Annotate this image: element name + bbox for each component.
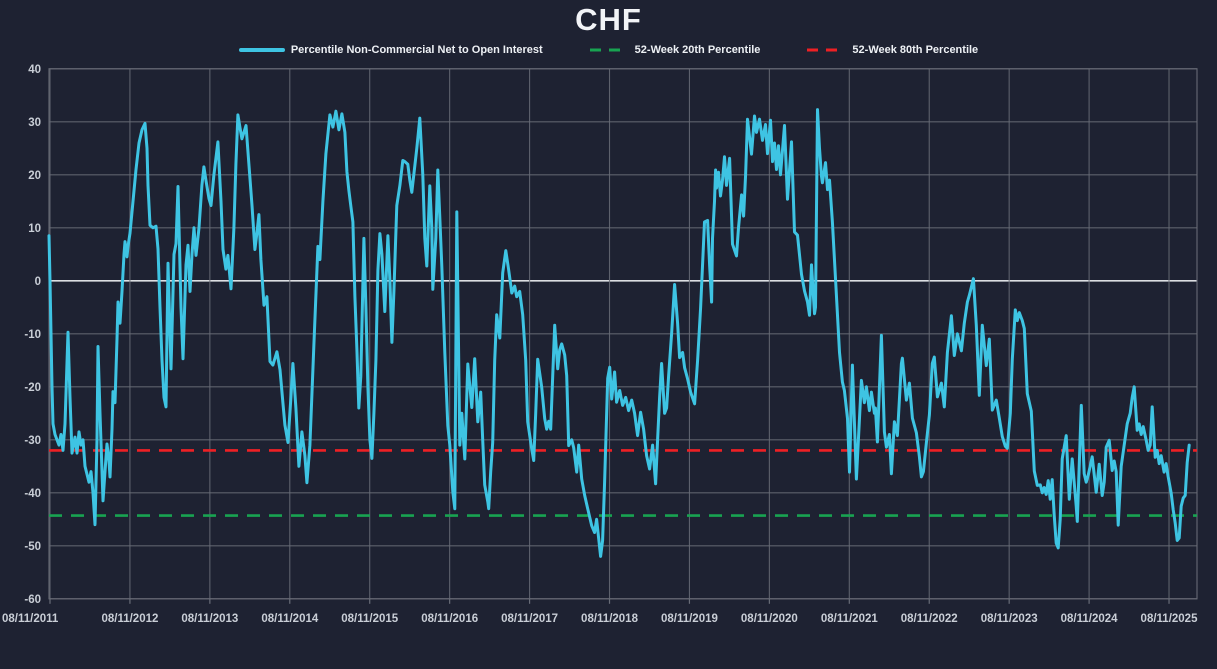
x-tick-label: 08/11/2021 [821,613,879,625]
x-tick-label: 08/11/2022 [901,613,958,625]
x-tick-label: 08/11/2024 [1061,613,1119,625]
legend-swatch-red-dashed-line [807,48,846,52]
x-tick-label: 08/11/2014 [261,613,319,625]
y-tick-label: 0 [35,276,41,288]
x-tick-label: 08/11/2011 [2,613,59,625]
chart-legend: Percentile Non-Commercial Net to Open In… [0,44,1217,56]
y-tick-label: -30 [24,435,41,447]
y-tick-label: 10 [28,223,41,235]
x-tick-label: 08/11/2023 [981,613,1038,625]
x-tick-label: 08/11/2013 [181,613,238,625]
y-tick-label: -50 [24,541,41,553]
y-tick-label: 30 [28,117,41,129]
x-tick-label: 08/11/2015 [341,613,399,625]
x-tick-label: 08/11/2020 [741,613,798,625]
x-tick-label: 08/11/2018 [581,613,639,625]
legend-item-percentile-net: Percentile Non-Commercial Net to Open In… [238,44,543,56]
x-tick-label: 08/11/2019 [661,613,718,625]
x-tick-label: 08/11/2016 [421,613,478,625]
y-tick-label: 20 [28,170,41,182]
x-tick-label: 08/11/2012 [101,613,158,625]
x-tick-label: 08/11/2025 [1141,613,1199,625]
legend-swatch-solid-line [238,48,285,52]
y-tick-label: -20 [24,382,41,394]
plot-border [48,68,1198,600]
y-tick-label: -10 [24,329,41,341]
legend-swatch-green-dashed-line [589,48,628,52]
chart-title: CHF [575,2,642,37]
legend-item-80th-percentile: 52-Week 80th Percentile [806,44,978,56]
x-tick-label: 08/11/2017 [501,613,558,625]
legend-label: Percentile Non-Commercial Net to Open In… [290,44,543,56]
legend-item-20th-percentile: 52-Week 20th Percentile [589,44,761,56]
y-tick-label: 40 [28,64,41,76]
y-tick-label: -40 [24,488,41,500]
legend-label: 52-Week 80th Percentile [852,44,979,56]
series-line [47,108,1191,558]
legend-label: 52-Week 20th Percentile [634,44,761,56]
y-tick-label: -60 [24,594,41,606]
